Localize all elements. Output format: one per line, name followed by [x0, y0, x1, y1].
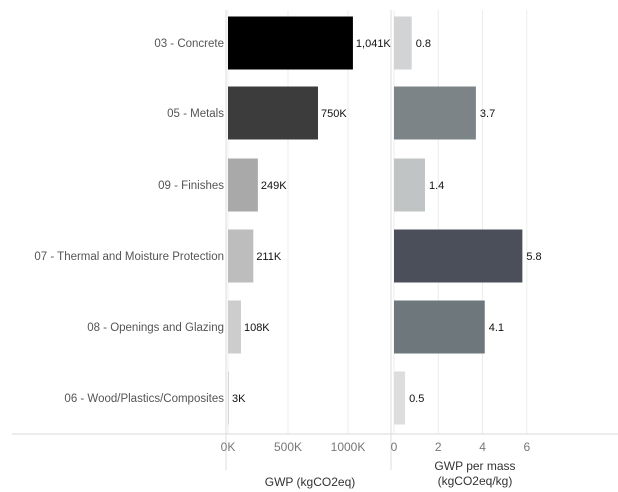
gwp-data-label: 249K — [261, 180, 287, 192]
axes: 0K 500K 1000K 0 2 4 6 GWP (kgCO2eq) GWP per mass… — [12, 10, 618, 489]
category-label: 03 - Concrete — [154, 38, 224, 50]
gwp-per-mass-axis-title: (kgCO2eq/kg) — [438, 474, 513, 488]
gridlines — [227, 10, 528, 434]
gwp-tick-label: 1000K — [331, 440, 366, 454]
gwp-bar — [228, 371, 229, 425]
gwp-data-label: 750K — [321, 108, 347, 120]
bars — [228, 16, 523, 425]
gwp-per-mass-data-label: 3.7 — [480, 108, 495, 120]
gwp-per-mass-data-label: 5.8 — [526, 251, 541, 263]
data-labels: 1,041K 750K 249K 211K 108K 3K 0.8 3.7 1.4 5.8 4.1 0… — [232, 38, 542, 405]
gwp-per-mass-tick-label: 6 — [523, 440, 530, 454]
gwp-axis-title: GWP (kgCO2eq) — [265, 475, 355, 489]
gwp-per-mass-bar — [394, 86, 476, 140]
gwp-per-mass-bar — [394, 16, 412, 70]
gwp-per-mass-data-label: 0.5 — [409, 393, 424, 405]
gwp-per-mass-data-label: 1.4 — [429, 180, 444, 192]
gwp-per-mass-tick-label: 4 — [479, 440, 486, 454]
gwp-per-mass-data-label: 0.8 — [416, 38, 431, 50]
gwp-per-mass-bar — [394, 158, 425, 212]
gwp-data-label: 108K — [244, 322, 270, 334]
gwp-bar — [228, 300, 241, 354]
gwp-tick-label: 500K — [274, 440, 302, 454]
gwp-bar — [228, 86, 318, 140]
category-label: 09 - Finishes — [158, 180, 224, 192]
gwp-data-label: 3K — [232, 393, 246, 405]
category-labels: 03 - Concrete 05 - Metals 09 - Finishes 07 … — [34, 38, 224, 405]
category-label: 05 - Metals — [167, 108, 224, 120]
gwp-data-label: 211K — [256, 251, 282, 263]
category-label: 08 - Openings and Glazing — [87, 322, 224, 334]
gwp-per-mass-tick-label: 2 — [435, 440, 442, 454]
gwp-bar — [228, 158, 258, 212]
gwp-per-mass-data-label: 4.1 — [489, 322, 504, 334]
gwp-per-mass-bar — [394, 371, 406, 425]
gwp-per-mass-axis-title: GWP per mass — [434, 459, 515, 473]
category-label: 06 - Wood/Plastics/Composites — [64, 393, 224, 405]
gwp-per-mass-bar — [394, 300, 485, 354]
gwp-bar — [228, 229, 254, 283]
gwp-data-label: 1,041K — [356, 38, 392, 50]
gwp-per-mass-bar — [394, 229, 523, 283]
gwp-per-mass-tick-label: 0 — [391, 440, 398, 454]
gwp-bar — [228, 16, 353, 70]
gwp-tick-label: 0K — [221, 440, 236, 454]
category-label: 07 - Thermal and Moisture Protection — [34, 251, 224, 263]
